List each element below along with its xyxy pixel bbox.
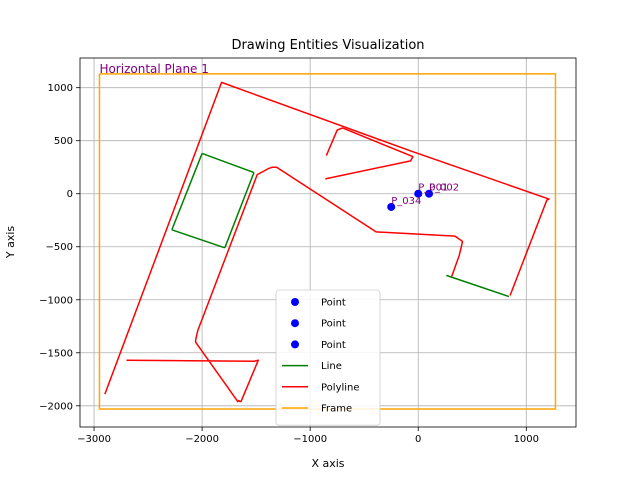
- legend-label: Point: [321, 298, 346, 309]
- axes-box: [79, 57, 577, 428]
- x-tick-label: 1000: [514, 434, 539, 445]
- y-tick-label: 0: [67, 189, 73, 200]
- grid: [80, 58, 576, 427]
- point-marker: [425, 189, 434, 198]
- legend-label: Point: [321, 319, 346, 330]
- x-tick-label: −1000: [293, 434, 327, 445]
- y-tick-label: 1000: [48, 83, 73, 94]
- legend-label: Line: [321, 361, 342, 372]
- frame-series: [98, 73, 557, 410]
- y-tick-label: 500: [54, 136, 73, 147]
- y-tick-label: −2000: [39, 401, 73, 412]
- polyline-path: [104, 81, 550, 395]
- plane-label: Horizontal Plane 1: [99, 62, 208, 76]
- line-segment: [201, 152, 255, 174]
- point-label: P_034: [391, 196, 421, 207]
- legend-label: Frame: [321, 404, 352, 415]
- polyline-path: [126, 166, 464, 403]
- polyline-series: [104, 81, 550, 403]
- y-axis-label: Y axis: [4, 226, 17, 260]
- point-marker: [387, 202, 396, 211]
- chart-title: Drawing Entities Visualization: [231, 38, 424, 53]
- x-axis-label: X axis: [311, 457, 344, 470]
- legend-label: Point: [321, 340, 346, 351]
- legend-box: [275, 289, 381, 426]
- frame-polyline: [98, 73, 557, 410]
- x-tick-label: −3000: [77, 434, 111, 445]
- legend-point-swatch: [291, 319, 299, 328]
- line-segment: [446, 274, 510, 298]
- polyline-path: [325, 127, 414, 180]
- line-segment: [171, 229, 226, 249]
- point-label: P_002: [429, 183, 459, 194]
- x-tick-label: 0: [415, 434, 421, 445]
- legend: Point Point Point Line Polyline Frame: [275, 289, 381, 426]
- point-marker: [414, 189, 423, 198]
- line-series: [171, 152, 510, 298]
- y-tick-label: −1000: [39, 295, 73, 306]
- line-segment: [171, 153, 203, 231]
- axis-ticks: −3000 −2000 −1000 0 1000 −2000 −1500 −1000 −500 0…: [39, 83, 539, 445]
- line-segment: [224, 172, 255, 249]
- y-tick-label: −1500: [39, 348, 73, 359]
- legend-label: Polyline: [321, 382, 360, 393]
- y-tick-label: −500: [46, 242, 73, 253]
- legend-point-swatch: [291, 298, 299, 306]
- point-label: P_001: [418, 183, 448, 194]
- x-tick-label: −2000: [185, 434, 219, 445]
- legend-point-swatch: [291, 340, 299, 349]
- point-series: [387, 189, 434, 211]
